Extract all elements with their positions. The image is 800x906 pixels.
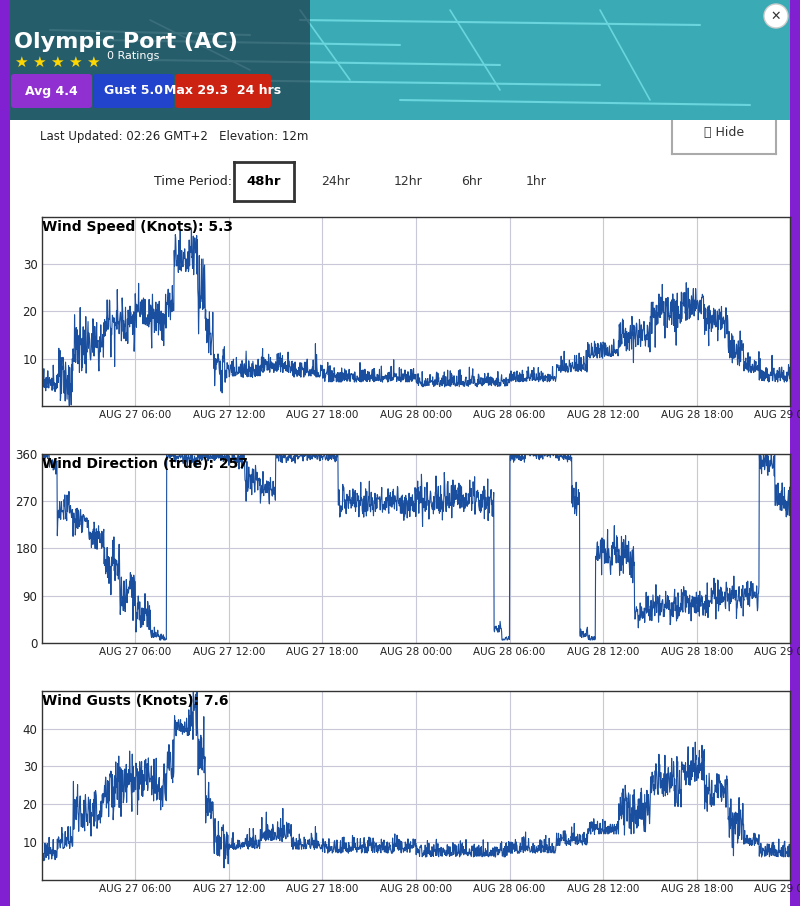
Text: Time Period:: Time Period: (154, 175, 232, 188)
FancyBboxPatch shape (175, 74, 271, 108)
Text: Wind Gusts (Knots): 7.6: Wind Gusts (Knots): 7.6 (42, 693, 228, 708)
Text: Max 29.3  24 hrs: Max 29.3 24 hrs (165, 84, 282, 98)
Text: ★: ★ (14, 55, 28, 70)
Text: ★: ★ (50, 55, 64, 70)
Text: ✕: ✕ (770, 9, 782, 23)
Text: Last Updated: 02:26 GMT+2   Elevation: 12m: Last Updated: 02:26 GMT+2 Elevation: 12m (40, 130, 308, 143)
Text: ★: ★ (32, 55, 46, 70)
Text: Wind Direction (true): 257: Wind Direction (true): 257 (42, 457, 248, 470)
Circle shape (764, 4, 788, 28)
Text: 1hr: 1hr (526, 175, 546, 188)
Text: 24hr: 24hr (322, 175, 350, 188)
Text: 6hr: 6hr (462, 175, 482, 188)
Text: Olympic Port (AC): Olympic Port (AC) (14, 32, 238, 52)
Text: ★: ★ (68, 55, 82, 70)
Text: 48hr: 48hr (246, 175, 282, 188)
Text: Gust 5.0: Gust 5.0 (104, 84, 163, 98)
Text: Avg 4.4: Avg 4.4 (25, 84, 78, 98)
FancyBboxPatch shape (93, 74, 174, 108)
Text: 👁 Hide: 👁 Hide (704, 126, 744, 139)
Bar (0, 0, 310, 120)
Text: 12hr: 12hr (394, 175, 422, 188)
Text: 0 Ratings: 0 Ratings (107, 51, 159, 61)
Text: Wind Speed (Knots): 5.3: Wind Speed (Knots): 5.3 (42, 219, 233, 234)
Text: ★: ★ (86, 55, 100, 70)
FancyBboxPatch shape (11, 74, 92, 108)
